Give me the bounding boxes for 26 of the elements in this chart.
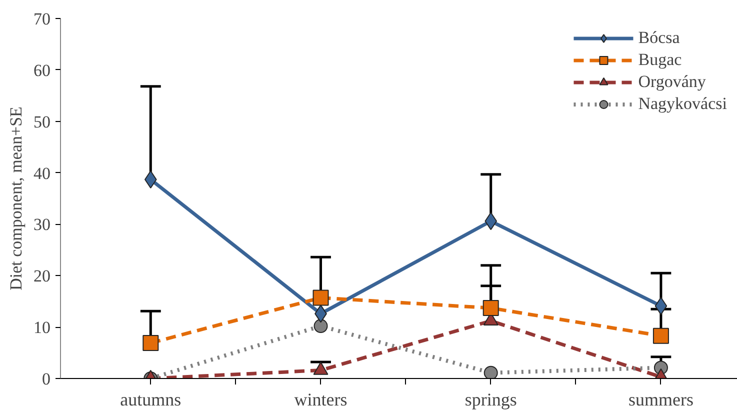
x-tick-label: summers [628,390,694,410]
x-tick-label: autumns [120,390,182,410]
y-tick-label: 40 [34,164,50,183]
y-tick-label: 10 [34,318,50,338]
y-axis-title: Diet component, mean+SE [6,106,26,290]
point [484,366,498,378]
x-tick-label: springs [464,390,517,410]
point [652,328,669,344]
y-tick-label: 70 [34,10,50,28]
point [312,290,329,306]
y-tick-label: 20 [34,266,50,286]
point [314,319,328,334]
legend-label: Nagykovácsi [638,94,727,114]
point [482,300,499,316]
legend-label: Bócsa [638,28,680,48]
y-tick-label: 60 [34,60,50,80]
y-tick-label: 0 [42,370,50,388]
point [144,170,157,188]
point [654,296,668,315]
legend-label: Bugac [638,50,682,70]
x-tick-label: winters [294,390,348,410]
y-tick-label: 30 [34,215,50,234]
legend-label: Orgovány [638,72,706,92]
y-tick-label: 50 [34,112,50,132]
point [142,335,159,352]
point [484,212,498,230]
